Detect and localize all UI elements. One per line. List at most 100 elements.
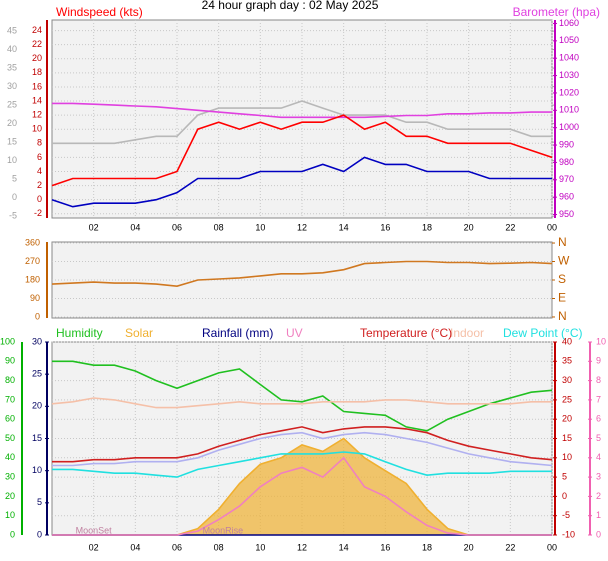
tick-label: 180 xyxy=(25,274,40,284)
tick-label: 15 xyxy=(562,433,572,443)
tick-label: N xyxy=(558,309,567,323)
tick-label: 7 xyxy=(596,394,601,404)
x-tick-label: 10 xyxy=(255,542,265,552)
tick-label: 90 xyxy=(30,293,40,303)
series-line xyxy=(52,431,553,467)
tick-label: 80 xyxy=(5,375,15,385)
x-tick-label: 16 xyxy=(380,222,390,232)
tick-label: S xyxy=(558,272,566,286)
tick-label: 270 xyxy=(25,256,40,266)
series-line xyxy=(52,100,552,145)
tick-label: 70 xyxy=(5,394,15,404)
tick-label: 1060 xyxy=(559,18,579,28)
tick-label: 10 xyxy=(7,155,17,165)
annotation: MoonSet xyxy=(76,525,113,535)
tick-label: 1 xyxy=(596,510,601,520)
legend-label: Rainfall (mm) xyxy=(202,326,273,340)
tick-label: 20 xyxy=(7,118,17,128)
tick-label: -5 xyxy=(562,510,570,520)
x-tick-label: 00 xyxy=(547,542,557,552)
tick-label: 20 xyxy=(32,53,42,63)
tick-label: 25 xyxy=(32,369,42,379)
tick-label: 0 xyxy=(12,192,17,202)
tick-label: 20 xyxy=(5,491,15,501)
x-tick-label: 20 xyxy=(464,222,474,232)
tick-label: 20 xyxy=(32,401,42,411)
tick-label: 6 xyxy=(37,152,42,162)
tick-label: 1010 xyxy=(559,105,579,115)
tick-label: 18 xyxy=(32,67,42,77)
tick-label: 4 xyxy=(37,166,42,176)
tick-label: 2 xyxy=(596,491,601,501)
series-line xyxy=(52,451,552,478)
tick-label: 50 xyxy=(5,433,15,443)
tick-label: 30 xyxy=(562,375,572,385)
tick-label: 20 xyxy=(562,414,572,424)
tick-label: 980 xyxy=(559,157,574,167)
legend-label: Solar xyxy=(125,326,153,340)
tick-label: 960 xyxy=(559,192,574,202)
tick-label: 14 xyxy=(32,95,42,105)
tick-label: 40 xyxy=(5,452,15,462)
tick-label: 970 xyxy=(559,174,574,184)
tick-label: 1040 xyxy=(559,53,579,63)
x-tick-label: 22 xyxy=(505,542,515,552)
tick-label: 990 xyxy=(559,139,574,149)
series-line xyxy=(51,260,553,288)
tick-label: 12 xyxy=(32,109,42,119)
tick-label: 15 xyxy=(32,433,42,443)
tick-label: 22 xyxy=(32,39,42,49)
tick-label: 5 xyxy=(562,471,567,481)
x-tick-label: 14 xyxy=(339,222,349,232)
legend-label: UV xyxy=(286,326,303,340)
tick-label: N xyxy=(558,235,567,249)
tick-label: 60 xyxy=(5,414,15,424)
series-line xyxy=(51,156,552,208)
series-line xyxy=(52,102,552,119)
tick-label: -5 xyxy=(9,211,17,221)
tick-label: -10 xyxy=(562,529,575,539)
legend-label: Humidity xyxy=(56,326,103,340)
tick-label: 8 xyxy=(37,138,42,148)
tick-label: 35 xyxy=(7,62,17,72)
tick-label: 10 xyxy=(32,465,42,475)
tick-label: E xyxy=(558,291,566,305)
tick-label: 10 xyxy=(5,510,15,520)
tick-label: W xyxy=(558,254,570,268)
legend-label: Dew Point (°C) xyxy=(503,326,582,340)
x-tick-label: 08 xyxy=(214,542,224,552)
x-tick-label: 00 xyxy=(547,222,557,232)
tick-label: 15 xyxy=(7,137,17,147)
x-tick-label: 12 xyxy=(297,222,307,232)
tick-label: 8 xyxy=(596,375,601,385)
series-line xyxy=(52,426,553,463)
x-tick-label: 06 xyxy=(172,542,182,552)
legend-label: Indoor xyxy=(450,326,484,340)
x-tick-label: 18 xyxy=(422,222,432,232)
tick-label: 40 xyxy=(562,336,572,346)
x-tick-label: 02 xyxy=(89,222,99,232)
tick-label: 360 xyxy=(25,237,40,247)
tick-label: 6 xyxy=(596,414,601,424)
tick-label: 0 xyxy=(37,529,42,539)
x-tick-label: 06 xyxy=(172,222,182,232)
x-tick-label: 20 xyxy=(464,542,474,552)
tick-label: 5 xyxy=(12,174,17,184)
x-tick-label: 08 xyxy=(214,222,224,232)
x-tick-label: 04 xyxy=(130,222,140,232)
legend-label: Temperature (°C) xyxy=(360,326,452,340)
tick-label: 16 xyxy=(32,81,42,91)
area xyxy=(52,438,552,535)
series-line xyxy=(52,360,553,432)
tick-label: 40 xyxy=(7,44,17,54)
legend-label: Windspeed (kts) xyxy=(56,5,143,19)
legend-label: Barometer (hpa) xyxy=(513,5,600,19)
tick-label: 10 xyxy=(32,124,42,134)
tick-label: 24 xyxy=(32,25,42,35)
tick-label: -2 xyxy=(34,208,42,218)
tick-label: 4 xyxy=(596,452,601,462)
x-tick-label: 10 xyxy=(255,222,265,232)
tick-label: 1030 xyxy=(559,70,579,80)
tick-label: 10 xyxy=(596,336,606,346)
annotation: MoonRise xyxy=(203,525,244,535)
